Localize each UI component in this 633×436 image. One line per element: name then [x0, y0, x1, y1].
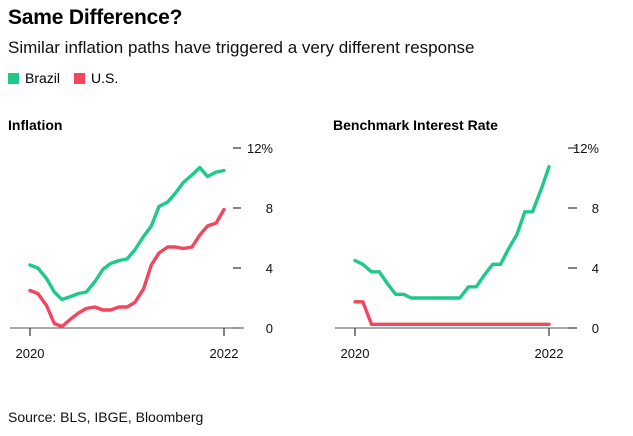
inflation-chart: 12% 8 4 0 2020 2022: [10, 141, 273, 361]
interest-y-tick-label: 12%: [573, 141, 599, 156]
interest-line-us: [353, 300, 551, 326]
inflation-y-tick-label: 0: [266, 321, 273, 336]
interest-y-tick-label: 8: [592, 201, 599, 216]
legend-item-brazil: Brazil: [8, 70, 60, 86]
panel-title-inflation: Inflation: [8, 117, 63, 133]
legend-swatch-us: [74, 72, 86, 84]
interest-x-tick-label: 2020: [341, 346, 370, 361]
inflation-line-us: [28, 207, 226, 329]
legend: Brazil U.S.: [8, 70, 132, 86]
chart-subtitle: Similar inflation paths have triggered a…: [8, 38, 475, 57]
interest-rate-chart: 12% 8 4 0 2020 2022: [335, 141, 599, 361]
source-note: Source: BLS, IBGE, Bloomberg: [8, 409, 204, 425]
inflation-y-tick-label: 8: [266, 201, 273, 216]
interest-x-tick-label: 2022: [535, 346, 564, 361]
inflation-y-tick-label: 12%: [247, 141, 273, 156]
inflation-x-tick-label: 2020: [16, 346, 45, 361]
inflation-x-tick-label: 2022: [210, 346, 239, 361]
legend-swatch-brazil: [8, 72, 19, 84]
legend-label-us: U.S.: [91, 70, 119, 86]
legend-label-brazil: Brazil: [25, 70, 61, 86]
inflation-y-tick-label: 4: [266, 261, 273, 276]
interest-y-tick-label: 0: [592, 321, 599, 336]
panel-title-interest-rate: Benchmark Interest Rate: [333, 117, 498, 133]
legend-item-us: U.S.: [74, 70, 118, 86]
chart-title: Same Difference?: [8, 6, 183, 29]
interest-y-tick-label: 4: [592, 261, 599, 276]
inflation-line-brazil: [28, 165, 226, 302]
interest-line-brazil: [353, 165, 551, 300]
